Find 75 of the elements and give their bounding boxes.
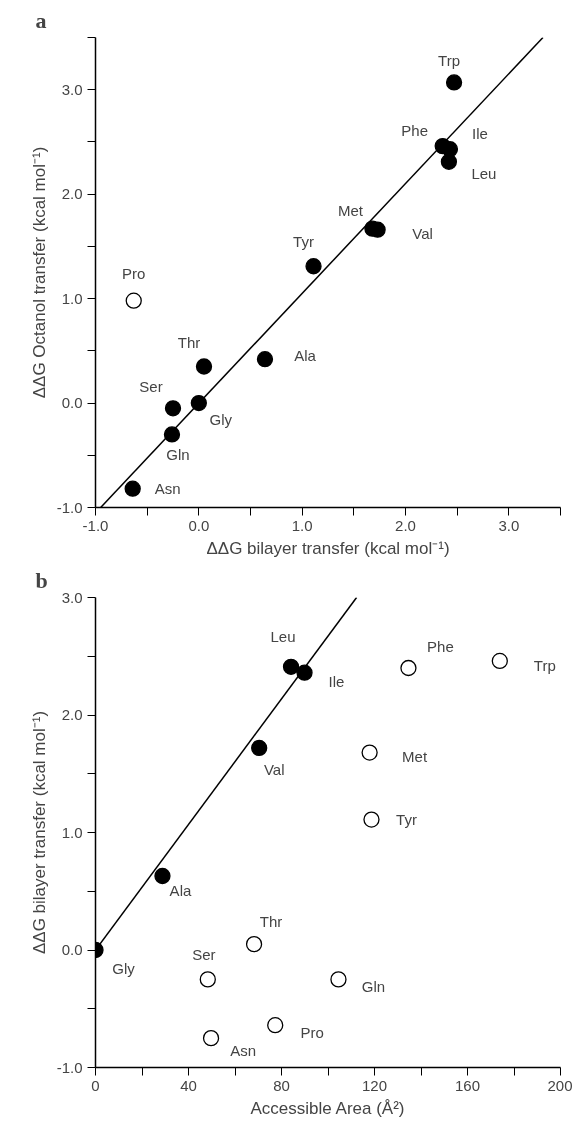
x-tick-label: 0 [91,1076,100,1094]
annotation: Pro [122,265,146,283]
x-axis-title: ΔΔG bilayer transfer (kcal mol⁻¹) [206,538,450,558]
annotation: Tyr [293,232,314,250]
x-tick-label: -1.0 [82,516,109,534]
y-axis-title: ΔΔG bilayer transfer (kcal mol⁻¹) [29,710,49,955]
chart-title: b [35,567,48,593]
point [125,292,142,309]
annotation: Ile [472,124,488,142]
y-tick-label: 3.0 [61,80,83,98]
annotation: Val [412,225,433,243]
chart-title: a [35,7,47,33]
x-tick-label: 0.0 [188,516,210,534]
y-axis-title: ΔΔG Octanol transfer (kcal mol⁻¹) [29,146,49,399]
annotation: Pro [300,1023,324,1041]
point [361,744,378,761]
annotation: Ile [328,673,345,691]
y-tick-label: 0.0 [61,394,83,412]
y-tick-label: 0.0 [61,941,83,958]
y-tick-label: -1.0 [56,1058,83,1076]
x-tick-label: 200 [547,1076,572,1094]
annotation: Asn [230,1041,256,1059]
y-tick-label: 2.0 [61,706,83,723]
point [267,1017,284,1034]
point [491,652,508,670]
x-tick-label: 120 [361,1076,388,1094]
point [245,935,263,953]
annotation: Leu [270,628,296,646]
point [305,258,322,275]
annotation: Ala [169,882,192,900]
point [256,351,274,368]
point [195,358,213,375]
annotation: Gly [209,410,233,428]
y-tick-label: -1.0 [56,498,83,516]
y-tick-label: 2.0 [61,185,83,203]
point [251,739,268,757]
point [363,811,380,828]
y-tick-label: 3.0 [61,588,83,606]
point [154,867,171,885]
point [164,400,182,417]
annotation: Gln [166,445,190,463]
x-tick-label: 40 [180,1076,197,1094]
point [202,1029,220,1047]
annotation: Val [263,761,285,779]
annotation: Thr [177,334,201,351]
point [330,971,347,988]
annotation: Thr [259,912,283,930]
point [440,153,458,170]
annotation: Phe [427,637,454,655]
point [400,659,417,677]
annotation: Gln [361,977,386,995]
annotation: Gly [112,959,136,977]
annotation: Ser [139,377,163,395]
annotation: Phe [401,121,429,139]
annotation: Asn [154,480,181,498]
point [282,658,300,675]
x-tick-label: 3.0 [498,516,520,534]
y-tick-label: 1.0 [61,823,83,841]
y-tick-label: 1.0 [61,289,83,307]
annotation: Trp [533,657,556,675]
x-tick-label: 2.0 [395,516,416,534]
point [445,74,463,91]
x-axis-title: Accessible Area (Å²) [250,1098,405,1118]
annotation: Ala [294,346,317,364]
annotation: Met [402,748,428,766]
annotation: Tyr [396,811,417,829]
point [199,971,216,988]
x-tick-label: 160 [454,1076,481,1094]
annotation: Trp [438,51,461,69]
annotation: Met [337,202,364,220]
x-tick-label: 1.0 [291,516,313,534]
x-tick-label: 80 [273,1076,290,1094]
annotation: Leu [471,165,497,183]
point [124,480,141,497]
annotation: Ser [192,945,216,963]
